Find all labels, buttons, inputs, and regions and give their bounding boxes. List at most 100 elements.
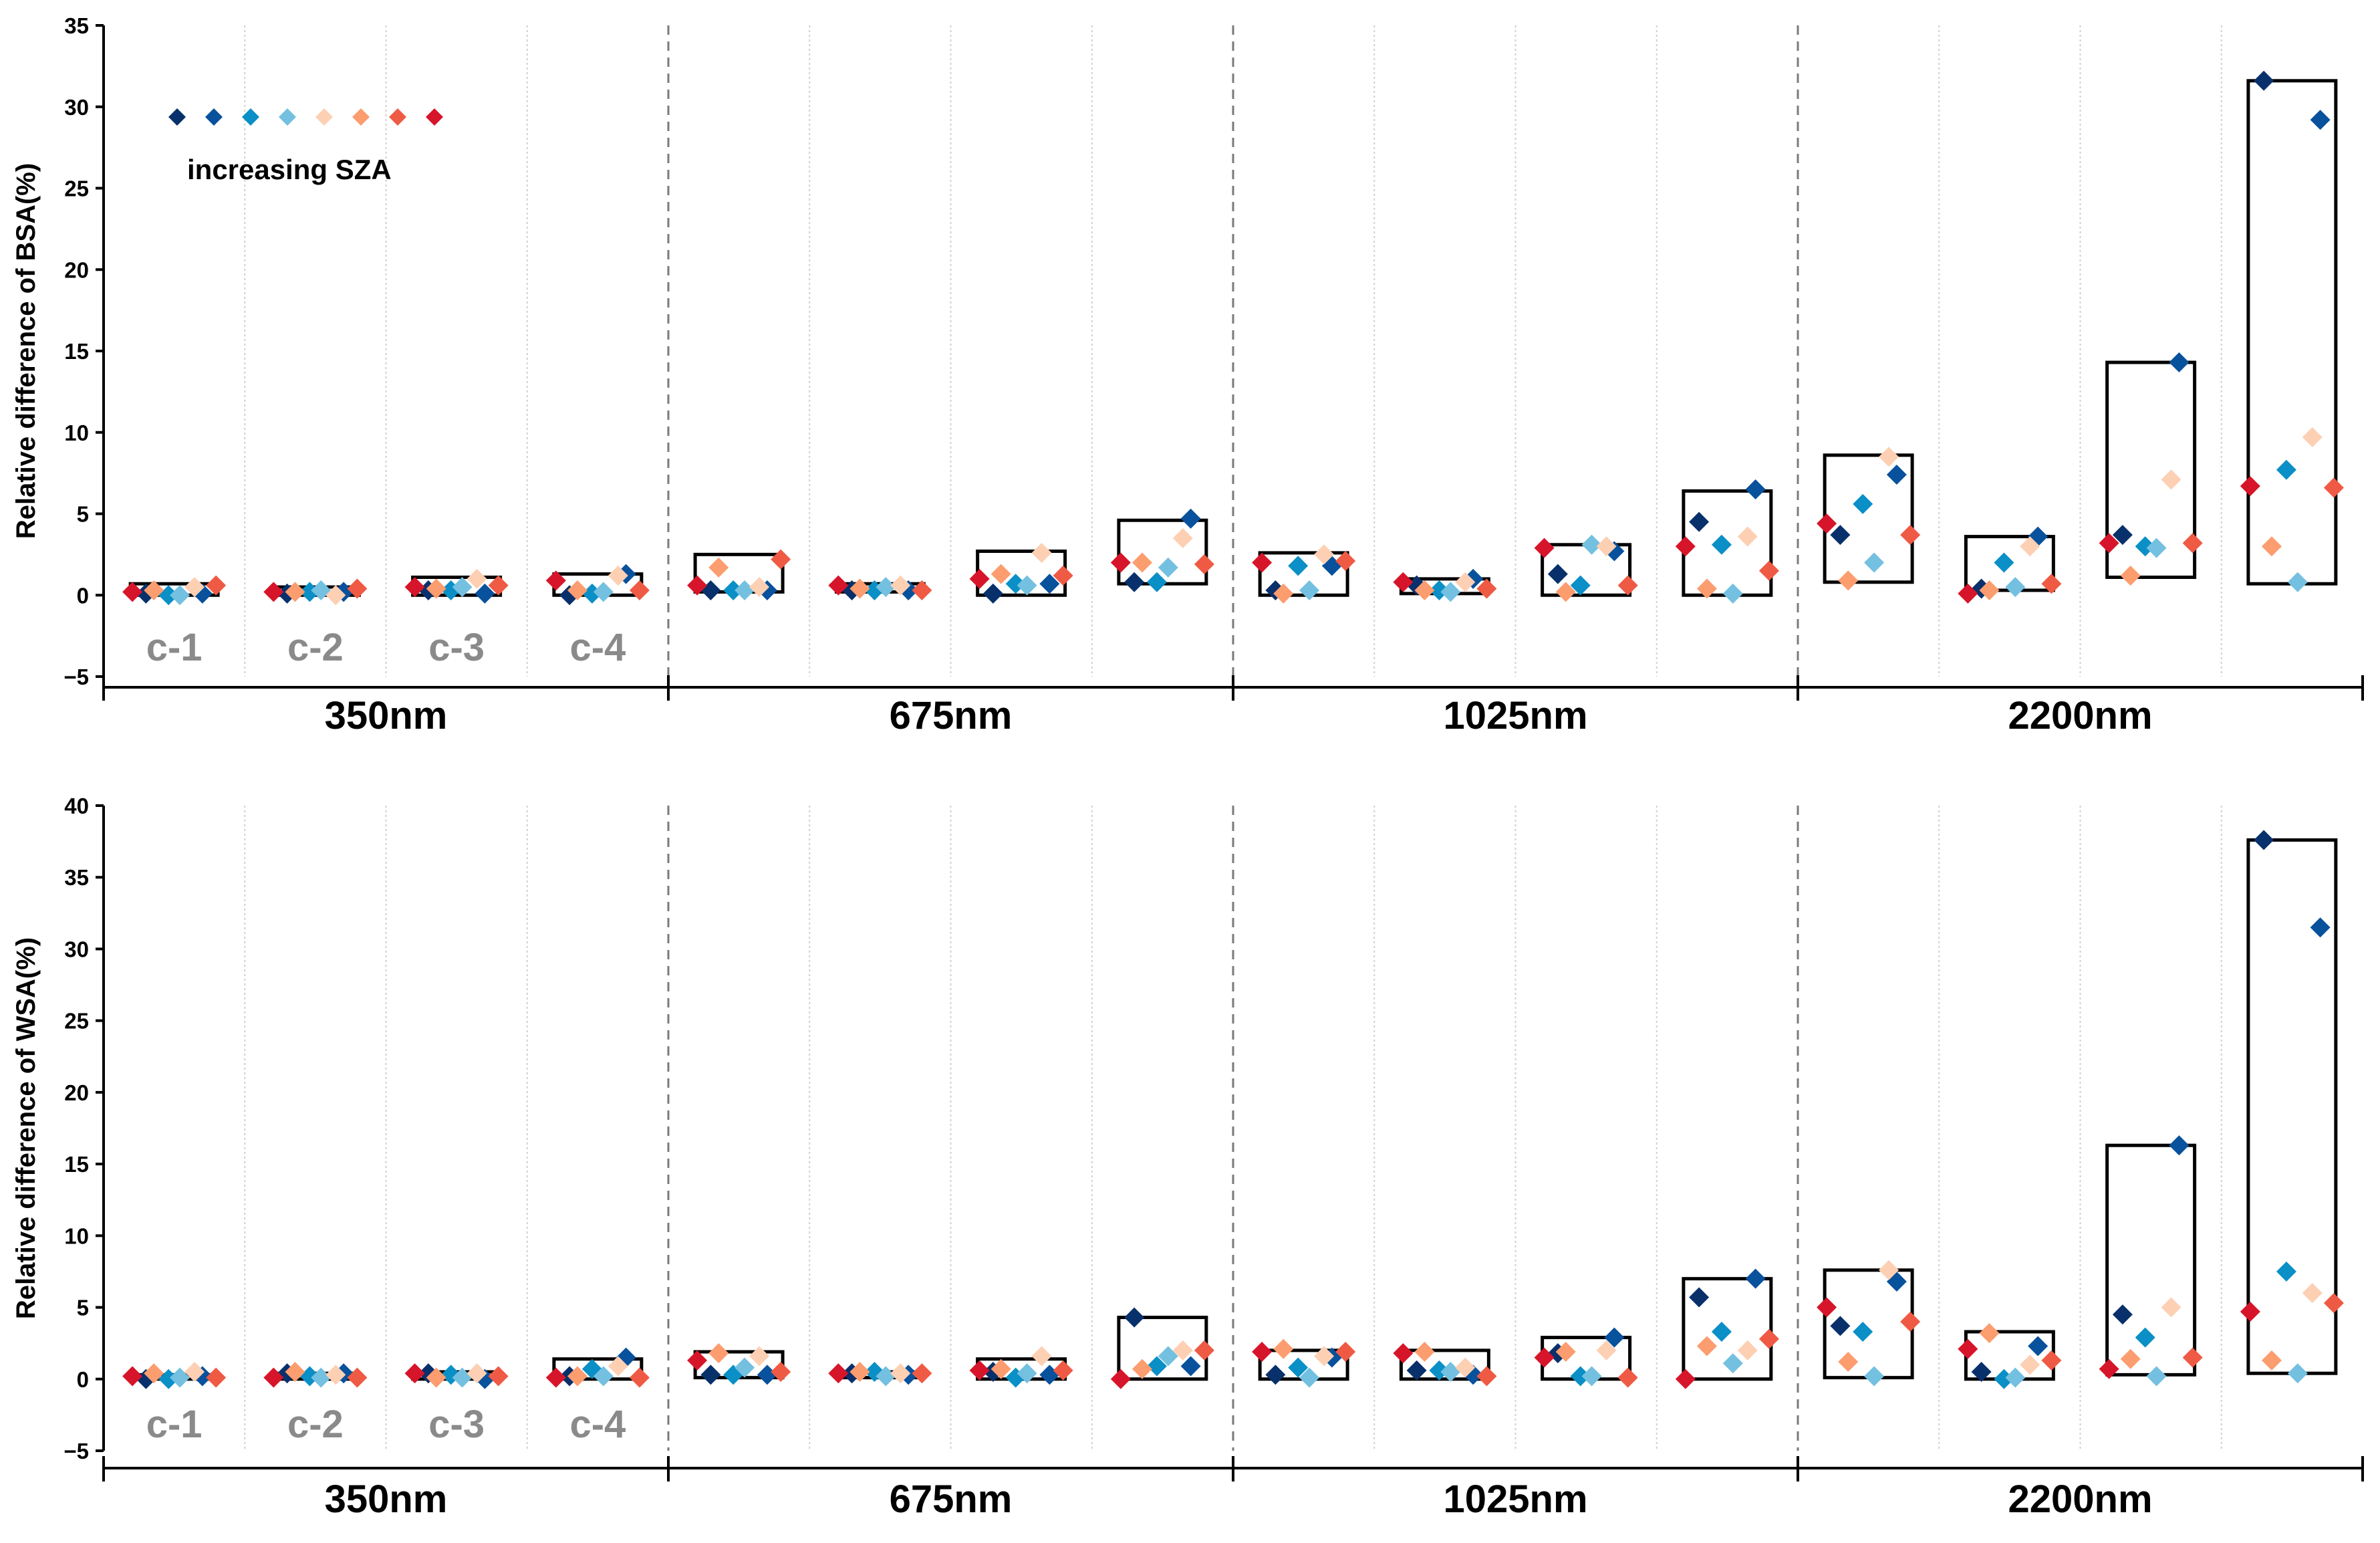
data-point <box>2310 917 2331 938</box>
wavelength-label-675nm: 675nm <box>890 1477 1013 1521</box>
data-point <box>2041 574 2062 594</box>
y-tick-label: 20 <box>64 257 89 282</box>
data-point <box>890 575 911 596</box>
wsa-panel: −5 0 5 10 15 20 25 30 35 40 Relative difference of… <box>11 794 2364 1521</box>
data-point <box>567 1366 587 1387</box>
data-point <box>2323 477 2344 498</box>
data-point <box>1958 583 1978 604</box>
data-point <box>1838 570 1859 591</box>
data-point <box>1745 1268 1766 1289</box>
data-point <box>170 585 190 606</box>
data-point <box>1853 1322 1873 1342</box>
data-point <box>1017 1363 1037 1384</box>
data-point <box>1555 582 1576 602</box>
data-point <box>1273 1338 1294 1359</box>
data-point <box>1132 552 1152 573</box>
legend-marker <box>315 108 333 126</box>
data-point <box>608 1356 628 1377</box>
data-point <box>2005 1367 2026 1388</box>
y-tick-label: 35 <box>64 865 89 890</box>
legend-marker <box>352 108 370 126</box>
data-point <box>757 1364 777 1385</box>
data-point <box>990 564 1011 584</box>
y-axis-label: Relative difference of WSA(%) <box>11 937 41 1319</box>
data-point <box>2254 830 2274 850</box>
data-point <box>1265 1364 1286 1385</box>
data-point <box>1971 1362 1992 1383</box>
data-point <box>1758 1328 1779 1349</box>
data-point <box>912 1363 932 1384</box>
legend-marker <box>426 108 443 126</box>
data-point <box>2120 566 2141 586</box>
data-point <box>263 582 284 602</box>
data-point <box>2135 1327 2155 1348</box>
data-point <box>1414 580 1435 600</box>
data-point <box>2028 1336 2048 1356</box>
data-point <box>876 577 896 598</box>
data-point <box>567 580 587 600</box>
data-point <box>1817 1297 1837 1318</box>
data-point <box>1393 572 1414 592</box>
data-point <box>206 1367 227 1388</box>
data-point <box>144 1363 164 1384</box>
data-point <box>849 578 870 599</box>
data-point <box>593 1366 614 1387</box>
data-point <box>325 1364 346 1385</box>
data-point <box>700 1364 721 1385</box>
data-point <box>311 1367 332 1388</box>
data-point <box>2287 1363 2308 1384</box>
data-point <box>1617 575 1638 596</box>
data-point <box>1581 534 1602 555</box>
data-point <box>285 582 305 602</box>
data-point <box>593 582 614 602</box>
data-point <box>1299 580 1320 600</box>
data-point <box>1737 526 1758 547</box>
data-point <box>1124 1307 1145 1328</box>
data-point <box>849 1362 870 1383</box>
data-point <box>1406 1360 1427 1381</box>
data-point <box>184 577 205 598</box>
data-point <box>184 1362 205 1383</box>
range-box <box>1117 518 1208 586</box>
data-point <box>1958 1338 1978 1359</box>
data-point <box>545 1367 566 1388</box>
data-point <box>2020 1354 2040 1375</box>
range-box <box>2105 360 2197 579</box>
case-label-c-4: c-4 <box>569 1403 626 1446</box>
data-point <box>1596 536 1617 557</box>
y-tick-label: 25 <box>64 1009 89 1034</box>
data-point <box>2276 1261 2296 1282</box>
data-point <box>426 1367 446 1388</box>
data-point <box>1879 1260 1899 1280</box>
data-point <box>170 1367 190 1388</box>
data-point <box>1476 1366 1497 1387</box>
y-tick-label: 30 <box>64 95 89 120</box>
data-point <box>1476 578 1497 599</box>
data-point <box>708 1343 729 1364</box>
data-point <box>1299 1367 1320 1388</box>
data-point <box>2240 1301 2260 1322</box>
data-point <box>452 1367 473 1388</box>
data-point <box>1158 557 1178 578</box>
data-point <box>687 1350 708 1371</box>
data-point <box>1711 1322 1732 1342</box>
data-point <box>982 583 1003 604</box>
legend-marker <box>205 108 223 126</box>
data-point <box>1146 572 1167 592</box>
data-point <box>2146 1366 2167 1387</box>
data-point <box>1581 1366 1602 1387</box>
data-point <box>2302 1283 2323 1304</box>
data-point <box>990 1358 1011 1379</box>
data-point <box>1132 1358 1152 1379</box>
data-point <box>467 568 487 589</box>
data-point <box>1864 1366 1885 1387</box>
data-point <box>1314 1346 1335 1367</box>
data-point <box>2169 1135 2190 1156</box>
data-point <box>1879 447 1899 467</box>
data-point <box>2146 538 2167 558</box>
data-point <box>828 575 849 596</box>
data-point <box>2005 577 2026 598</box>
data-point <box>1053 1360 1073 1381</box>
data-point <box>1817 513 1837 534</box>
y-tick-label: 20 <box>64 1080 89 1105</box>
